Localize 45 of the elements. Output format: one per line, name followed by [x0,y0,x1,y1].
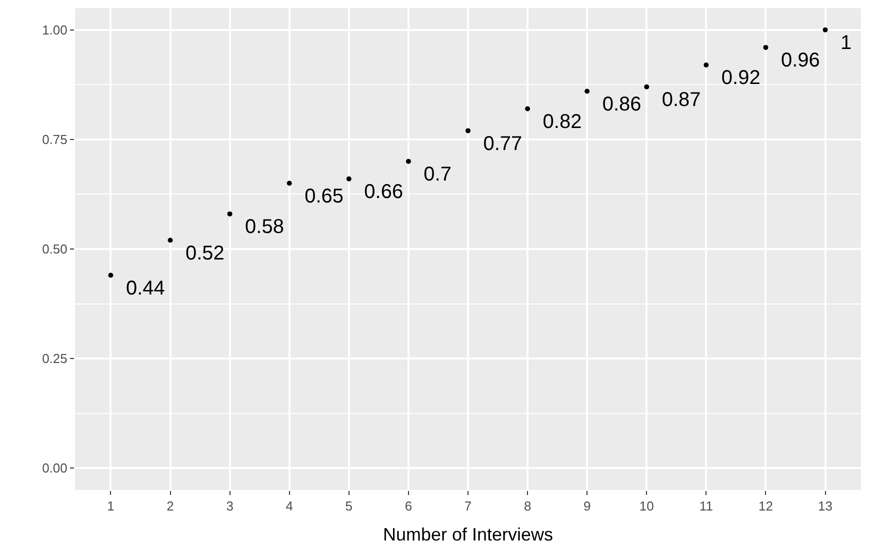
point [822,27,828,32]
point [168,238,173,243]
data-label: 0.86 [591,93,642,116]
y-tick-label: 1.00 [42,22,68,38]
x-tick-label: 6 [404,498,412,514]
data-label: 0.77 [472,132,522,155]
data-label: 0.65 [293,185,344,208]
data-label: 0.44 [114,277,165,300]
point [286,180,292,186]
x-axis-title: Number of Interviews [382,524,554,545]
data-label: 0.92 [710,67,760,90]
y-tick-label: 0.25 [42,351,68,366]
point [227,211,232,216]
x-tick-label: 10 [639,498,654,514]
x-tick-label: 7 [464,498,472,514]
point [406,158,411,164]
data-label: 0.7 [412,163,452,186]
x-tick-label: 13 [818,498,833,514]
x-tick-label: 3 [226,498,234,514]
x-tick-label: 1 [107,498,114,514]
x-tick-label: 11 [699,498,713,514]
data-label: 0.52 [174,242,224,264]
point [763,44,768,50]
x-tick-label: 12 [758,498,773,514]
point [644,84,650,90]
y-tick-label: 0.00 [42,460,68,476]
data-label: 0.58 [234,216,284,238]
x-tick-label: 9 [583,498,591,514]
data-label: 1 [829,32,852,54]
x-tick-label: 4 [286,498,293,514]
point [108,272,114,278]
x-tick-label: 2 [166,498,174,514]
data-label: 0.87 [650,88,701,111]
data-label: 0.96 [770,50,820,72]
y-tick-label: 0.75 [42,132,68,147]
point [466,128,470,134]
x-tick-label: 5 [345,498,353,514]
point [525,106,530,112]
y-tick-label: 0.50 [42,242,68,257]
data-label: 0.66 [353,181,404,204]
data-label: 0.82 [532,110,582,133]
point [584,88,590,94]
point [704,62,709,68]
x-tick-label: 8 [524,498,532,514]
point [346,176,352,182]
